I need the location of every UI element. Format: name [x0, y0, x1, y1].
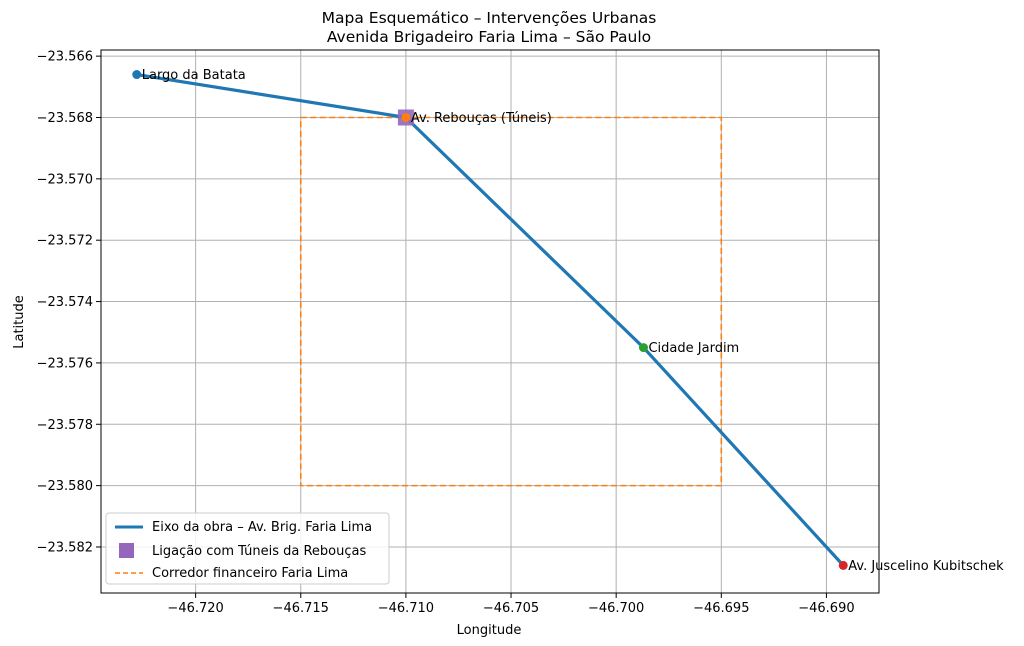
- x-tick-label: −46.695: [693, 601, 749, 616]
- y-tick-label: −23.570: [37, 172, 93, 187]
- financial-corridor-layer: [299, 116, 723, 487]
- y-tick-label: −23.568: [37, 111, 93, 126]
- works-axis-line: [136, 72, 845, 567]
- y-tick-label: −23.580: [37, 479, 93, 494]
- works-axis-layer: [136, 72, 845, 567]
- y-tick-label: −23.572: [37, 234, 93, 249]
- poi-marker: [638, 343, 648, 353]
- poi-label: Cidade Jardim: [648, 341, 739, 356]
- x-tick-label: −46.705: [483, 601, 539, 616]
- y-tick-label: −23.566: [37, 50, 93, 65]
- chart-title: Mapa Esquemático – Intervenções Urbanas: [322, 9, 657, 27]
- points-of-interest-layer: Largo da Batata Av. Rebouças (Túneis) Cida…: [132, 68, 1004, 574]
- legend-item-tunnel-connection: Ligação com Túneis da Rebouças: [152, 544, 366, 559]
- plot-frame: [100, 49, 880, 594]
- chart-subtitle: Avenida Brigadeiro Faria Lima – São Paul…: [327, 28, 651, 46]
- grid: [101, 50, 879, 593]
- x-tick-label: −46.710: [378, 601, 434, 616]
- x-axis-label: Longitude: [457, 623, 522, 638]
- legend-square-swatch: [119, 543, 134, 558]
- x-tick-label: −46.715: [273, 601, 329, 616]
- financial-corridor-rect: [299, 116, 723, 487]
- x-tick-label: −46.720: [167, 601, 223, 616]
- y-axis-ticks: −23.566 −23.568 −23.570 −23.572 −23.574 −23.5…: [37, 50, 101, 555]
- poi-label: Largo da Batata: [142, 68, 246, 83]
- legend-item-works-axis: Eixo da obra – Av. Brig. Faria Lima: [152, 520, 372, 535]
- poi-marker: [132, 70, 142, 80]
- x-axis-ticks: −46.720 −46.715 −46.710 −46.705 −46.700 −46.6…: [167, 593, 855, 616]
- y-axis-label: Latitude: [12, 295, 27, 349]
- legend-item-financial-corridor: Corredor financeiro Faria Lima: [152, 566, 348, 581]
- poi-label: Av. Juscelino Kubitschek: [848, 559, 1004, 574]
- y-tick-label: −23.574: [37, 295, 93, 310]
- x-tick-label: −46.690: [798, 601, 854, 616]
- poi-label: Av. Rebouças (Túneis): [411, 111, 552, 126]
- y-tick-label: −23.578: [37, 418, 93, 433]
- x-tick-label: −46.700: [588, 601, 644, 616]
- legend: Eixo da obra – Av. Brig. Faria Lima Liga…: [105, 512, 390, 585]
- legend-box: [105, 512, 390, 585]
- poi-marker: [401, 112, 411, 122]
- y-tick-label: −23.576: [37, 356, 93, 371]
- y-tick-label: −23.582: [37, 540, 93, 555]
- poi-marker: [838, 560, 848, 570]
